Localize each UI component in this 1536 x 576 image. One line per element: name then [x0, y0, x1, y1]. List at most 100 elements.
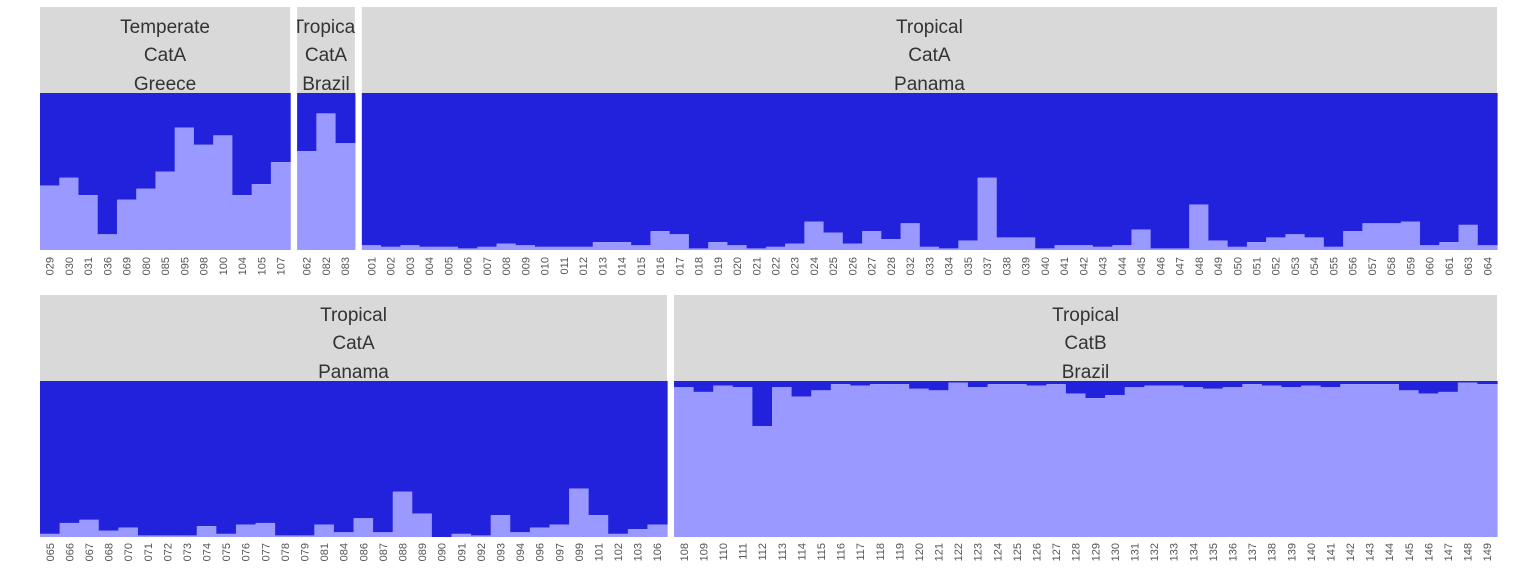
- bar-lower-038: [996, 237, 1017, 250]
- bar-upper-133: [1163, 381, 1185, 386]
- bar-lower-113: [772, 387, 793, 537]
- tick-label: 019: [713, 257, 725, 275]
- bar-lower-061: [1439, 242, 1460, 250]
- bar-lower-027: [862, 231, 882, 250]
- tick-label: 098: [199, 257, 211, 275]
- tick-label: 075: [221, 543, 233, 561]
- tick-label: 082: [321, 257, 333, 275]
- bar-lower-026: [842, 243, 863, 250]
- bar-upper-130: [1105, 381, 1126, 396]
- bar-upper-037: [977, 93, 998, 178]
- bar-lower-046: [1150, 248, 1171, 250]
- strip-label: Temperate: [120, 17, 210, 38]
- bar-upper-120: [909, 381, 930, 389]
- bar-lower-036: [97, 234, 118, 250]
- bar-upper-039: [1016, 93, 1036, 238]
- bar-upper-147: [1438, 381, 1459, 392]
- bar-upper-092: [471, 381, 492, 536]
- bar-upper-077: [255, 381, 276, 523]
- bar-lower-021: [746, 248, 767, 250]
- bar-upper-049: [1208, 93, 1229, 241]
- tick-label: 044: [1117, 257, 1129, 275]
- tick-label: 121: [934, 543, 946, 561]
- tick-label: 094: [515, 543, 527, 561]
- bar-lower-116: [830, 384, 851, 537]
- tick-label: 029: [45, 257, 57, 275]
- bar-upper-029: [40, 93, 60, 186]
- bar-lower-136: [1222, 387, 1243, 537]
- bar-lower-095: [174, 127, 195, 250]
- bar-upper-122: [948, 381, 969, 383]
- bar-upper-010: [535, 93, 555, 247]
- bar-upper-041: [1054, 93, 1075, 246]
- bar-upper-129: [1085, 381, 1106, 399]
- tick-label: 059: [1405, 257, 1417, 275]
- tick-label: 104: [237, 257, 249, 275]
- tick-label: 074: [202, 543, 214, 561]
- bar-lower-074: [196, 526, 217, 537]
- bar-upper-136: [1222, 381, 1243, 388]
- tick-label: 078: [280, 543, 292, 561]
- bar-upper-107: [270, 93, 291, 163]
- bar-lower-056: [1343, 231, 1363, 250]
- bar-lower-109: [693, 391, 714, 537]
- bar-lower-019: [708, 242, 728, 250]
- bar-upper-139: [1281, 381, 1302, 388]
- tick-label: 008: [501, 257, 513, 275]
- bar-lower-114: [791, 396, 812, 537]
- bar-lower-104: [232, 195, 253, 250]
- bar-upper-127: [1046, 381, 1067, 385]
- tick-label: 067: [84, 543, 96, 561]
- tick-label: 027: [867, 257, 879, 275]
- bar-lower-052: [1266, 237, 1286, 250]
- bar-lower-149: [1477, 384, 1498, 537]
- tick-label: 031: [83, 257, 95, 275]
- bar-lower-112: [752, 426, 773, 537]
- tick-label: 057: [1367, 257, 1379, 275]
- bar-upper-098: [193, 93, 214, 145]
- bar-upper-081: [314, 381, 335, 525]
- tick-label: 048: [1194, 257, 1206, 275]
- bar-lower-016: [650, 231, 671, 250]
- bar-lower-057: [1362, 223, 1383, 250]
- tick-label: 130: [1110, 543, 1122, 561]
- strip-label: CatA: [305, 45, 348, 66]
- tick-label: 046: [1155, 257, 1167, 275]
- bar-upper-126: [1026, 381, 1047, 386]
- bar-upper-146: [1418, 381, 1439, 394]
- bar-lower-043: [1092, 246, 1113, 250]
- bar-upper-056: [1343, 93, 1363, 232]
- bar-upper-051: [1246, 93, 1267, 243]
- bar-lower-003: [400, 245, 421, 250]
- bar-upper-108: [674, 381, 695, 388]
- bar-lower-137: [1242, 384, 1263, 537]
- tick-label: 023: [790, 257, 802, 275]
- bar-lower-070: [118, 527, 139, 537]
- bar-lower-032: [900, 223, 921, 250]
- bar-lower-081: [314, 524, 335, 537]
- tick-label: 033: [924, 257, 936, 275]
- bar-upper-096: [529, 381, 551, 528]
- strip-label: Tropical: [1052, 305, 1119, 326]
- bar-upper-062: [297, 93, 317, 152]
- tick-label: 112: [757, 543, 769, 561]
- bar-upper-121: [928, 381, 949, 391]
- bar-lower-039: [1016, 237, 1036, 250]
- bar-lower-083: [335, 143, 356, 250]
- bar-upper-034: [939, 93, 959, 249]
- bar-upper-059: [1400, 93, 1421, 222]
- bar-lower-059: [1400, 221, 1421, 250]
- tick-label: 132: [1149, 543, 1161, 561]
- bar-upper-036: [97, 93, 118, 235]
- bar-lower-117: [850, 385, 871, 537]
- tick-label: 137: [1247, 543, 1259, 561]
- tick-label: 089: [417, 543, 429, 561]
- bar-lower-082: [316, 113, 337, 250]
- bar-lower-009: [515, 245, 536, 250]
- bar-upper-044: [1112, 93, 1133, 246]
- tick-label: 053: [1290, 257, 1302, 275]
- bar-lower-080: [136, 188, 157, 250]
- tick-label: 032: [905, 257, 917, 275]
- facet-strip: [40, 7, 291, 93]
- tick-label: 102: [613, 543, 625, 561]
